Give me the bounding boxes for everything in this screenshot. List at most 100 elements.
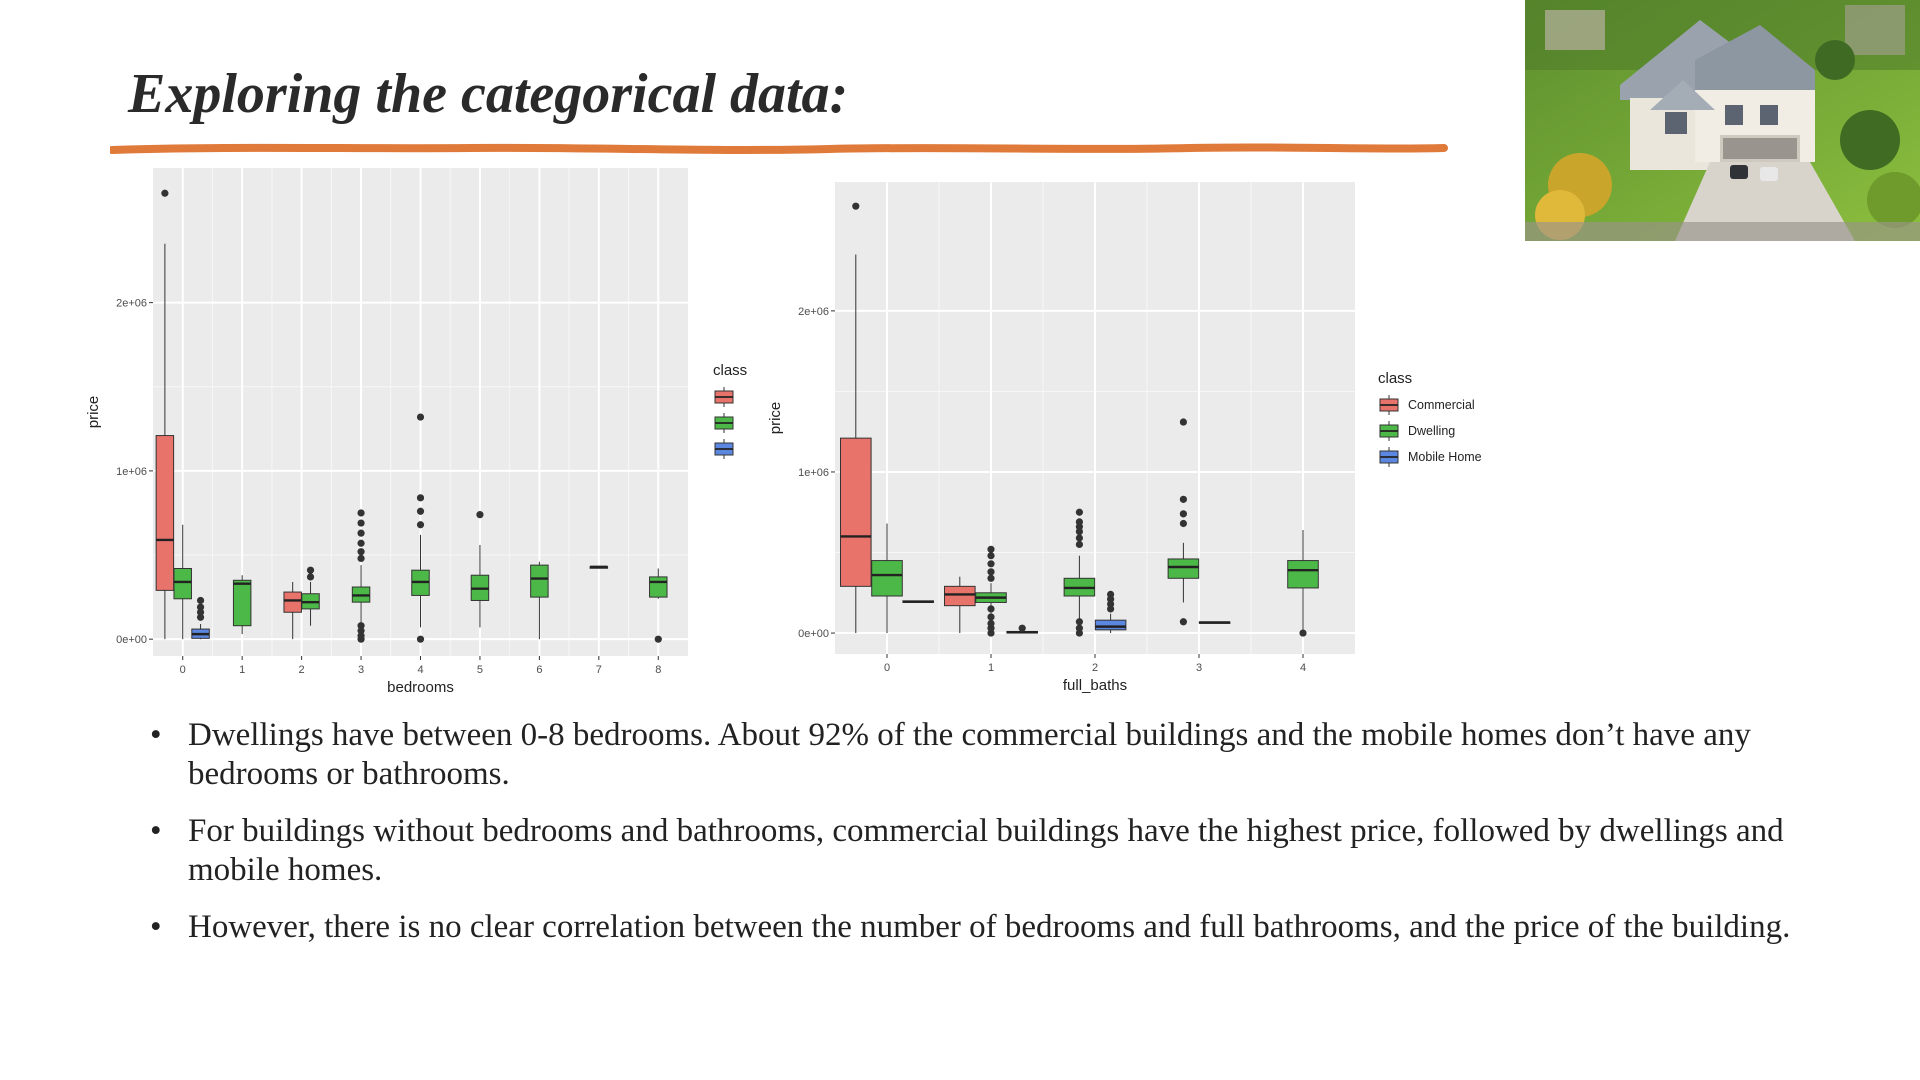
outlier-point (654, 635, 662, 643)
outlier-point (1075, 624, 1083, 632)
y-axis-title: price (767, 402, 784, 435)
bullet-item: • However, there is no clear correlation … (150, 908, 1850, 947)
x-tick-label: 2 (1092, 662, 1098, 674)
legend-key-mobile-home (714, 439, 734, 459)
legend-key-commercial (714, 387, 734, 407)
x-tick-label: 2 (299, 664, 305, 676)
outlier-point (987, 552, 995, 560)
x-tick-label: 0 (180, 664, 186, 676)
outlier-point (196, 603, 205, 611)
boxplot-dwelling (301, 566, 320, 626)
outlier-point (1018, 624, 1026, 632)
legend-key-dwelling (714, 413, 734, 433)
box-iqr (840, 437, 872, 587)
boxplot-dwelling (1167, 418, 1200, 626)
boxplot-commercial (840, 202, 872, 634)
y-axis-title: price (85, 396, 102, 429)
outlier-point (357, 632, 365, 640)
box-iqr (283, 591, 302, 613)
box-iqr (1167, 558, 1200, 579)
boxplot-mobile-home (1198, 621, 1231, 624)
box-iqr (155, 435, 175, 591)
boxplot-dwelling (411, 413, 430, 643)
boxplot-dwelling (530, 561, 549, 640)
outlier-point (1179, 618, 1187, 626)
y-tick-label: 0e+00 (116, 634, 147, 646)
x-tick-label: 5 (477, 664, 483, 676)
box-iqr (649, 576, 668, 598)
outlier-point (1075, 618, 1083, 626)
outlier-point (1179, 418, 1187, 426)
box-iqr (1287, 560, 1319, 589)
outlier-point (416, 494, 425, 502)
boxplot-dwelling (1287, 529, 1319, 637)
outlier-point (306, 566, 315, 574)
boxplot-dwelling (649, 568, 668, 643)
x-tick-label: 6 (536, 664, 542, 676)
outlier-point (357, 622, 365, 630)
outlier-point (196, 596, 205, 605)
bullet-item: • Dwellings have between 0-8 bedrooms. Ab… (150, 716, 1850, 794)
boxplot-dwelling (1063, 508, 1096, 637)
outlier-point (416, 507, 425, 515)
house-photo-illustration (1525, 0, 1920, 241)
legend-key-commercial (1379, 395, 1399, 415)
boxplot-dwelling (470, 511, 490, 628)
x-tick-label: 4 (417, 664, 423, 676)
outlier-point (987, 560, 995, 568)
outlier-point (1179, 510, 1187, 518)
legend-key-mobile-home (1379, 447, 1399, 467)
boxplot-dwelling (173, 524, 192, 640)
bullet-dot: • (150, 717, 162, 753)
outlier-point (357, 519, 365, 527)
chart-price-by-bedrooms: 0e+00 1e+06 2e+06 0 1 2 3 4 5 6 7 8 bedrooms price cla… (85, 168, 747, 696)
outlier-point (196, 608, 205, 616)
outlier-point (987, 574, 995, 582)
outlier-point (1075, 534, 1083, 542)
box-iqr (944, 585, 976, 607)
boxplot-commercial (283, 581, 302, 640)
outlier-point (357, 509, 365, 517)
x-tick-label: 7 (596, 664, 602, 676)
outlier-point (357, 627, 365, 635)
bullet-text: However, there is no clear correlation b… (188, 909, 1791, 945)
boxplot-mobile-home (1006, 624, 1038, 634)
x-tick-label: 8 (655, 664, 661, 676)
x-tick-label: 3 (1196, 662, 1202, 674)
bullet-list: • Dwellings have between 0-8 bedrooms. Ab… (150, 716, 1850, 965)
outlier-point (1179, 519, 1187, 528)
outlier-point (1075, 508, 1083, 516)
outlier-point (357, 548, 365, 556)
outlier-point (987, 613, 995, 621)
bullet-dot: • (150, 909, 162, 945)
outlier-point (357, 539, 365, 547)
x-tick-label: 0 (884, 662, 890, 674)
outlier-point (987, 619, 995, 627)
y-tick-label: 1e+06 (798, 467, 829, 479)
boxplot-commercial (944, 576, 976, 634)
outlier-point (1075, 540, 1083, 549)
title-underline-stroke (110, 143, 1448, 154)
outlier-point (416, 635, 425, 643)
legend-label: Commercial (1408, 398, 1475, 412)
legend-title: class (1378, 370, 1412, 387)
x-tick-label: 1 (239, 664, 245, 676)
outlier-point (196, 613, 205, 621)
outlier-point (416, 521, 425, 529)
legend-title: class (713, 362, 747, 379)
outlier-point (1107, 590, 1115, 598)
bullet-text: For buildings without bedrooms and bathr… (188, 813, 1784, 888)
y-tick-label: 0e+00 (798, 628, 829, 640)
legend-key-dwelling (1379, 421, 1399, 441)
boxplot-dwelling (975, 545, 1007, 637)
box-iqr (232, 579, 252, 627)
outlier-point (1075, 518, 1083, 526)
outlier-point (416, 413, 425, 421)
chart-price-by-full-baths: 0e+00 1e+06 2e+06 0 1 2 3 4 full_baths price class… (767, 182, 1482, 694)
boxplot-dwelling (871, 523, 903, 634)
x-tick-label: 4 (1300, 662, 1306, 674)
boxplot-dwelling (589, 565, 609, 569)
x-axis-title: bedrooms (387, 679, 454, 696)
bullet-text: Dwellings have between 0-8 bedrooms. Abo… (188, 717, 1751, 792)
boxplot-commercial (155, 189, 175, 640)
